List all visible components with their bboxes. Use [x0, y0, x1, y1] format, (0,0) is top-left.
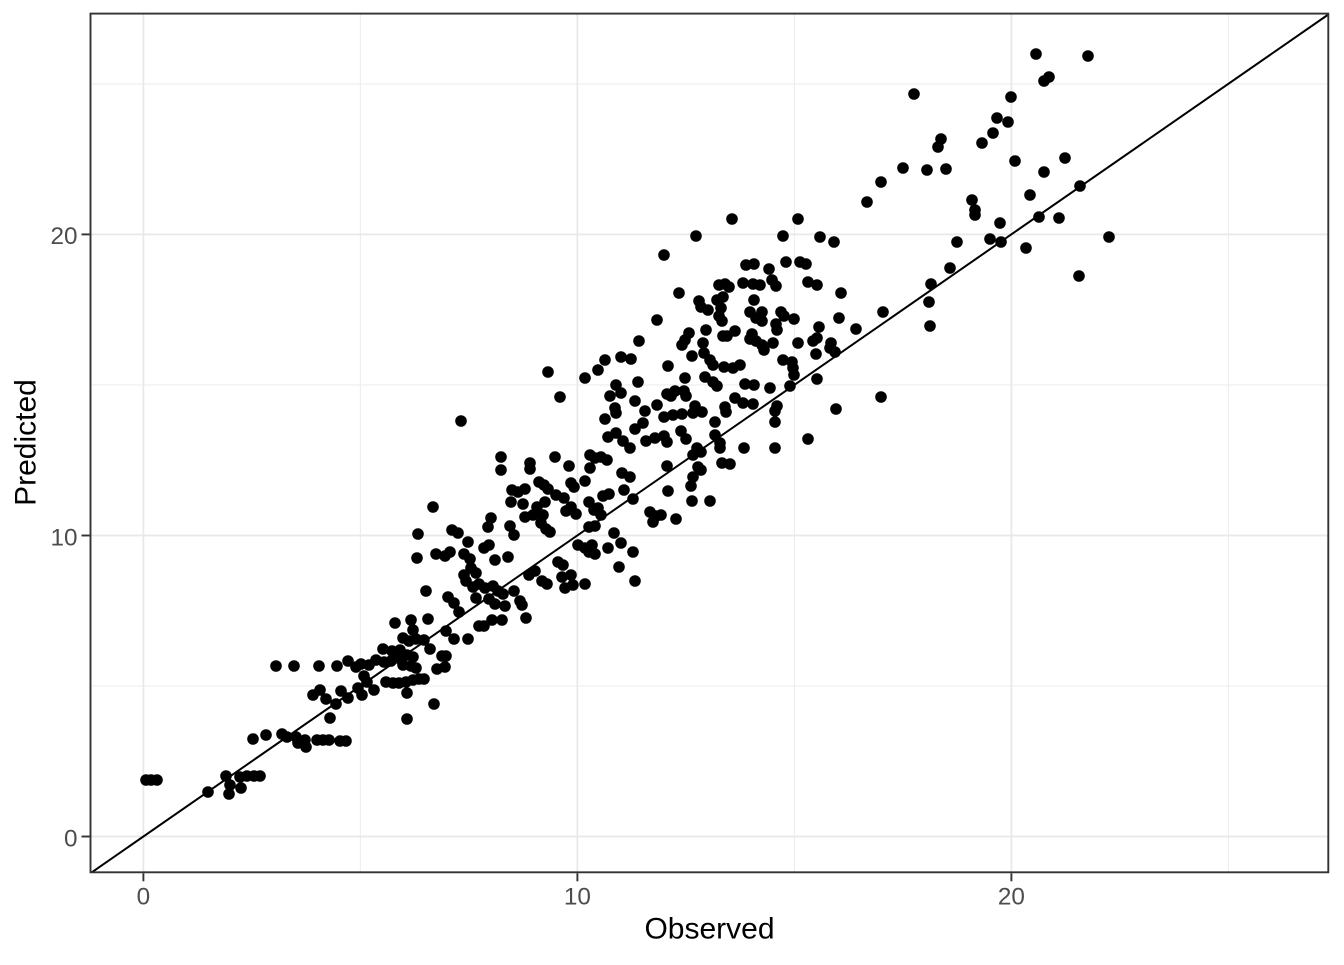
svg-text:20: 20 [998, 883, 1025, 910]
svg-text:0: 0 [137, 883, 151, 910]
svg-text:0: 0 [64, 825, 78, 852]
svg-text:Predicted: Predicted [10, 379, 43, 506]
svg-text:20: 20 [50, 223, 77, 250]
svg-text:Observed: Observed [644, 913, 774, 946]
svg-text:10: 10 [564, 883, 591, 910]
svg-text:10: 10 [50, 524, 77, 551]
